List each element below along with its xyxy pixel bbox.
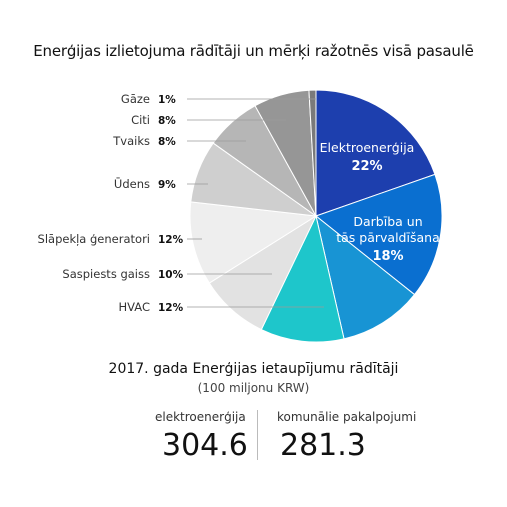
slice-value-elektroenergija: 22% xyxy=(351,159,382,174)
slice-label-tvaiks: Tvaiks xyxy=(112,134,150,148)
slice-label-udens: Ūdens xyxy=(114,177,150,191)
pie-slice-darbiba-un-tas-parvaldisana xyxy=(314,173,443,296)
slice-value-saspiests-gaiss: 10% xyxy=(158,269,184,281)
slice-label-darbiba-un-tas-parvaldisana-line-1: tās pārvaldīšana xyxy=(336,230,439,245)
slice-value-hvac: 12% xyxy=(158,302,184,314)
pie-slice-slice-2 xyxy=(315,214,416,340)
slice-label-gaze: Gāze xyxy=(121,92,150,106)
stat-label-utilities: komunālie pakalpojumi xyxy=(277,410,417,424)
slice-label-darbiba-un-tas-parvaldisana-line-0: Darbība un xyxy=(353,214,422,229)
slice-label-elektroenergija-line-0: Elektroenerģija xyxy=(320,140,415,155)
pie-slices xyxy=(189,89,443,343)
savings-unit: (100 miljonu KRW) xyxy=(197,381,310,395)
slice-value-slapekla-generatori: 12% xyxy=(158,234,184,246)
pie-slice-slapekla-generatori xyxy=(189,201,318,284)
chart-title: Enerģijas izlietojuma rādītāji un mērķi … xyxy=(33,42,474,60)
slice-value-tvaiks: 8% xyxy=(158,136,176,148)
slice-label-slapekla-generatori: Slāpekļa ģeneratori xyxy=(38,232,150,246)
stat-label-electricity: elektroenerģija xyxy=(155,410,246,424)
pie-slice-hvac xyxy=(260,214,345,343)
slice-value-udens: 9% xyxy=(158,179,176,191)
stat-value-electricity: 304.6 xyxy=(162,428,248,463)
slice-label-saspiests-gaiss: Saspiests gaiss xyxy=(62,267,150,281)
slice-label-citi: Citi xyxy=(131,113,150,127)
leader-lines xyxy=(187,98,324,308)
slice-value-gaze: 1% xyxy=(158,94,176,106)
slice-label-hvac: HVAC xyxy=(119,300,150,314)
slice-value-citi: 8% xyxy=(158,115,176,127)
slice-value-darbiba-un-tas-parvaldisana: 18% xyxy=(372,249,403,264)
stat-value-utilities: 281.3 xyxy=(280,428,366,463)
stat-divider xyxy=(257,410,258,460)
savings-title: 2017. gada Enerģijas ietaupījumu rādītāj… xyxy=(108,361,399,377)
pie-slice-gaze xyxy=(308,89,317,217)
